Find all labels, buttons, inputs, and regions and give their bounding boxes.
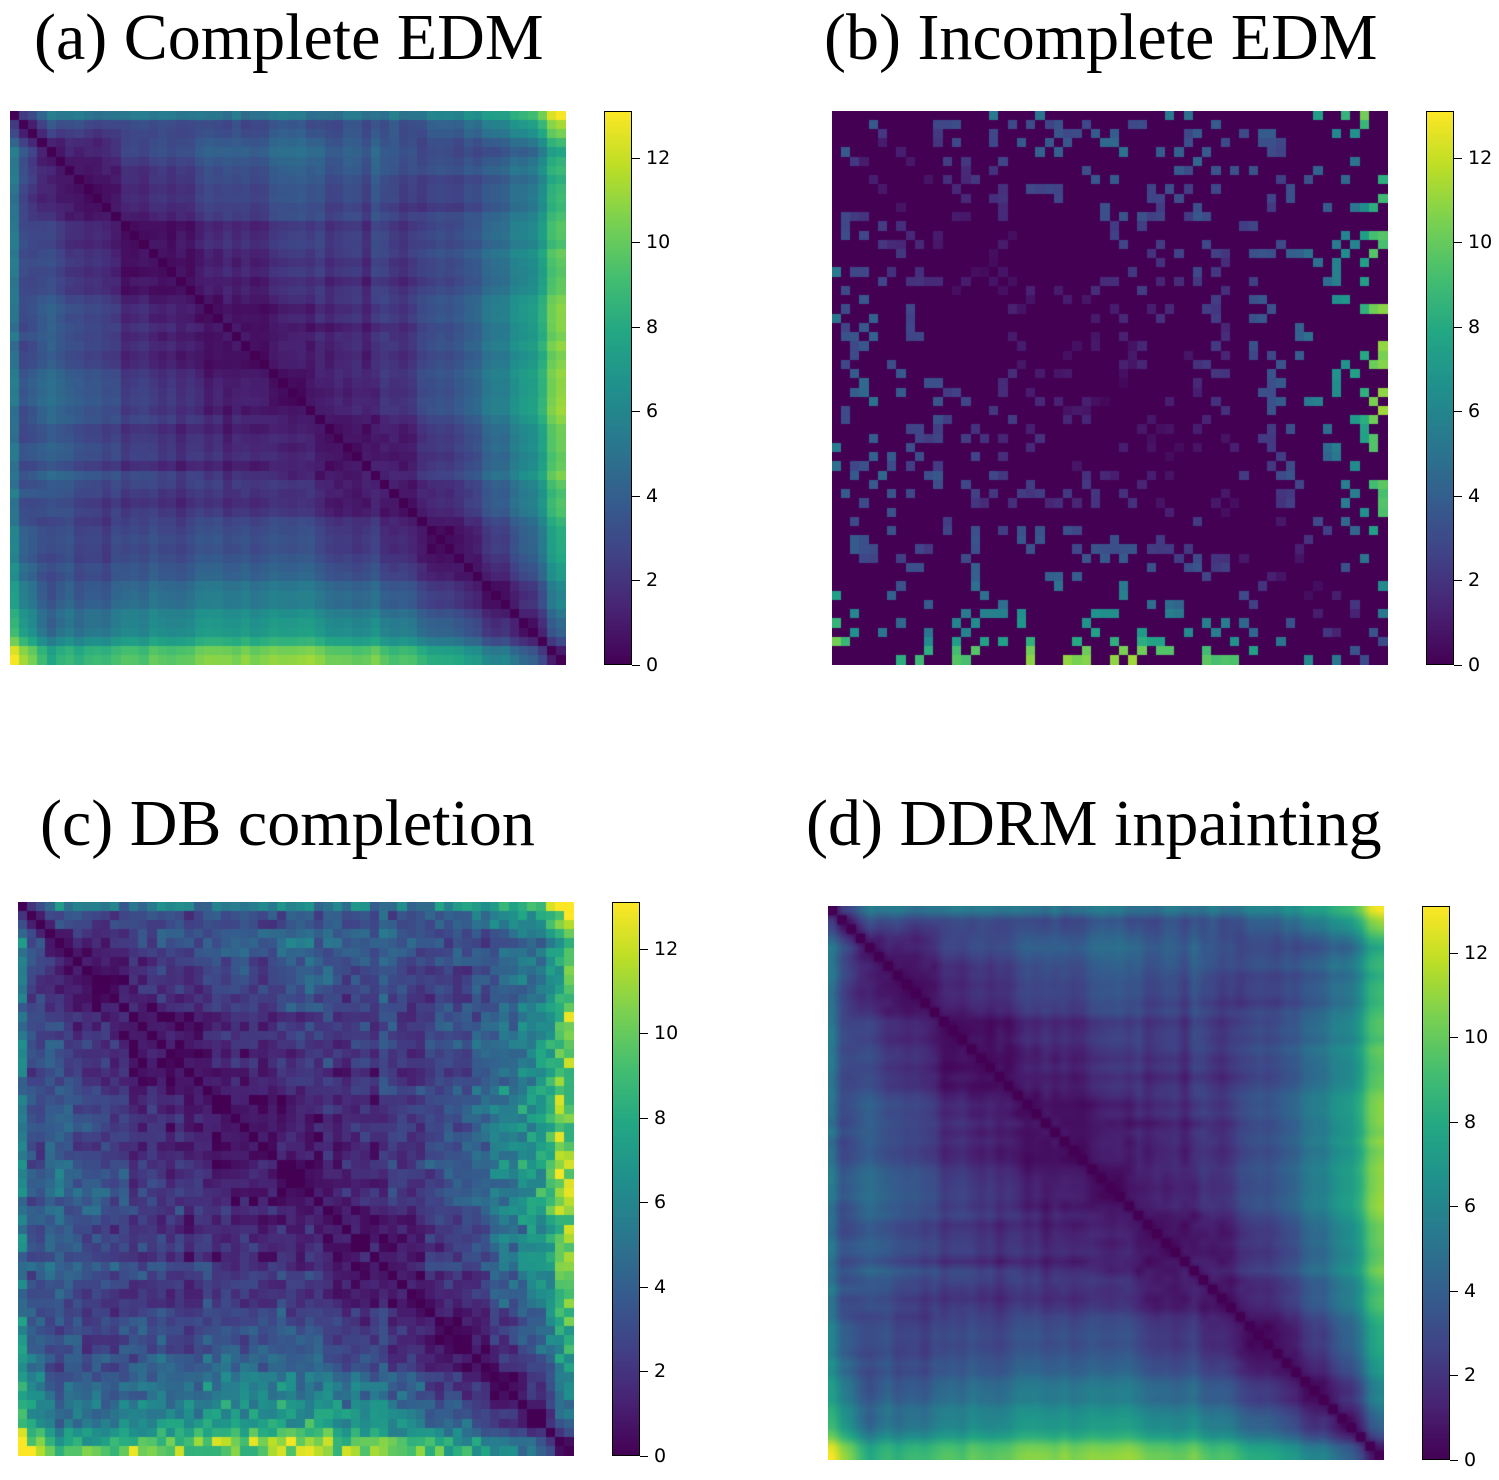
colorbar-tick-label: 10 xyxy=(654,1022,679,1045)
panel-complete-edm: (a) Complete EDM 0 2 4 6 8 10 12 xyxy=(0,0,700,700)
colorbar-tick xyxy=(640,1033,648,1035)
colorbar-tick-label: 2 xyxy=(1464,1364,1477,1387)
chart-title: (a) Complete EDM xyxy=(34,1,544,74)
colorbar-tick-label: 6 xyxy=(1468,400,1481,423)
heatmap-incomplete-edm xyxy=(832,111,1388,665)
colorbar-tick-label: 4 xyxy=(646,484,659,507)
colorbar-tick-label: 10 xyxy=(1468,231,1493,254)
colorbar-frame xyxy=(612,902,640,1456)
colorbar-tick-label: 8 xyxy=(1468,315,1481,338)
colorbar-tick xyxy=(640,948,648,950)
chart-title: (d) DDRM inpainting xyxy=(806,787,1382,860)
colorbar-tick xyxy=(1454,580,1462,582)
colorbar-tick xyxy=(640,1286,648,1288)
colorbar-frame xyxy=(1426,111,1454,665)
colorbar-tick xyxy=(1450,952,1458,954)
colorbar-tick-label: 12 xyxy=(1468,146,1493,169)
panel-incomplete-edm: (b) Incomplete EDM 0 2 4 6 8 10 12 xyxy=(800,0,1499,700)
colorbar-tick xyxy=(632,665,640,666)
colorbar-tick xyxy=(640,1456,648,1457)
colorbar-tick-label: 6 xyxy=(654,1191,667,1214)
colorbar-tick-label: 4 xyxy=(654,1275,667,1298)
colorbar-tick-label: 8 xyxy=(654,1106,667,1129)
colorbar-tick-label: 12 xyxy=(646,146,671,169)
panel-db-completion: (c) DB completion 0 2 4 6 8 10 12 xyxy=(0,780,700,1480)
colorbar-tick xyxy=(1454,665,1462,666)
colorbar-tick xyxy=(640,1117,648,1119)
colorbar-tick-label: 0 xyxy=(1468,654,1481,676)
colorbar-tick-label: 2 xyxy=(646,569,659,592)
colorbar-gradient xyxy=(612,902,640,1456)
colorbar-tick xyxy=(1454,157,1462,159)
colorbar-tick-label: 10 xyxy=(1464,1026,1489,1049)
colorbar-frame xyxy=(1422,906,1450,1460)
colorbar-tick xyxy=(632,242,640,244)
colorbar-tick xyxy=(1450,1037,1458,1039)
colorbar-tick-label: 6 xyxy=(646,400,659,423)
colorbar-tick xyxy=(632,495,640,497)
colorbar-tick xyxy=(1450,1290,1458,1292)
colorbar-tick xyxy=(632,411,640,413)
colorbar-tick xyxy=(640,1371,648,1373)
colorbar-tick xyxy=(1450,1121,1458,1123)
colorbar-tick-label: 12 xyxy=(1464,941,1489,964)
colorbar-gradient xyxy=(1426,111,1454,665)
colorbar-tick xyxy=(1450,1206,1458,1208)
colorbar-tick-label: 8 xyxy=(1464,1110,1477,1133)
colorbar-tick-label: 12 xyxy=(654,937,679,960)
colorbar-tick-label: 0 xyxy=(1464,1449,1477,1471)
colorbar-tick-label: 4 xyxy=(1464,1279,1477,1302)
colorbar-tick xyxy=(632,326,640,328)
colorbar-tick xyxy=(1454,326,1462,328)
colorbar-tick-label: 0 xyxy=(646,654,659,676)
colorbar-frame xyxy=(604,111,632,665)
colorbar-tick-label: 0 xyxy=(654,1445,667,1467)
colorbar-tick-label: 10 xyxy=(646,231,671,254)
colorbar-gradient xyxy=(1422,906,1450,1460)
colorbar-tick xyxy=(1450,1375,1458,1377)
colorbar-tick xyxy=(1454,495,1462,497)
colorbar-tick-label: 6 xyxy=(1464,1195,1477,1218)
colorbar-tick xyxy=(1454,411,1462,413)
panel-ddrm-inpainting: (d) DDRM inpainting 0 2 4 6 8 10 12 xyxy=(800,780,1499,1480)
colorbar-tick-label: 2 xyxy=(654,1360,667,1383)
colorbar-tick xyxy=(1454,242,1462,244)
colorbar-tick xyxy=(632,157,640,159)
colorbar-tick-label: 8 xyxy=(646,315,659,338)
colorbar-tick xyxy=(640,1202,648,1204)
heatmap-db-completion xyxy=(18,902,574,1456)
chart-title: (c) DB completion xyxy=(40,787,535,860)
colorbar-tick-label: 4 xyxy=(1468,484,1481,507)
colorbar-tick xyxy=(1450,1460,1458,1461)
colorbar-tick xyxy=(632,580,640,582)
heatmap-ddrm-inpainting xyxy=(828,906,1384,1460)
heatmap-complete-edm xyxy=(10,111,566,665)
chart-title: (b) Incomplete EDM xyxy=(824,1,1378,74)
colorbar-tick-label: 2 xyxy=(1468,569,1481,592)
colorbar-gradient xyxy=(604,111,632,665)
